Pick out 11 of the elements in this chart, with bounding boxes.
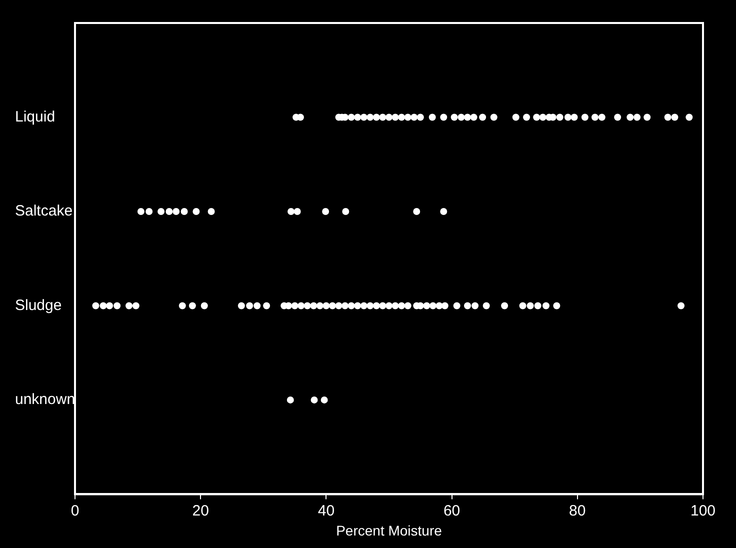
y-tick-label: Liquid: [15, 108, 56, 126]
y-tick-label: unknown: [15, 391, 76, 408]
x-tick-label: 20: [192, 502, 209, 520]
x-tick-label: 0: [70, 502, 80, 520]
x-tick-label: 100: [690, 502, 716, 520]
x-tick-label: 80: [569, 502, 586, 520]
y-tick-label: Sludge: [15, 296, 62, 314]
y-tick-label: Saltcake: [15, 202, 73, 220]
x-axis-title: Percent Moisture: [336, 522, 442, 538]
x-tick-label: 60: [443, 502, 460, 520]
x-tick-label: 40: [318, 502, 335, 520]
